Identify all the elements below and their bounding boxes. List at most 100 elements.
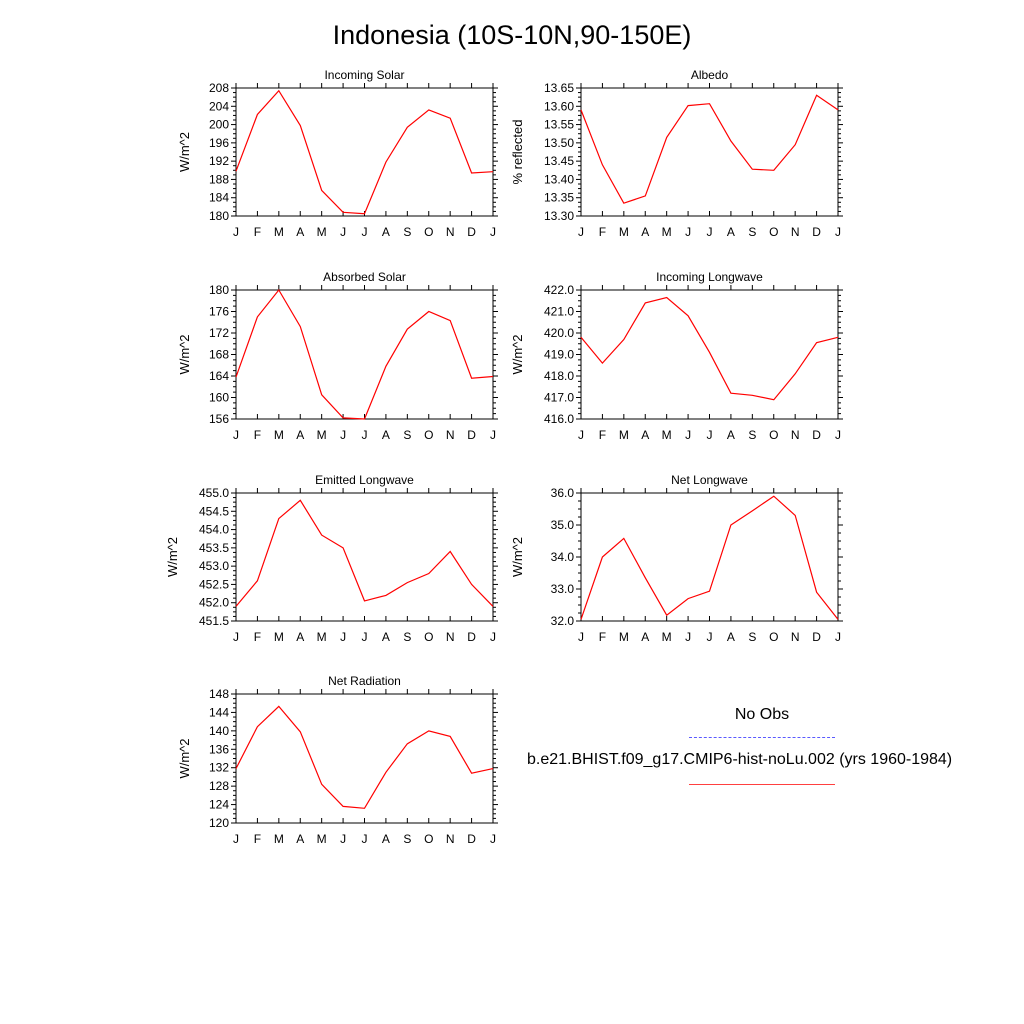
x-tick-label: N — [791, 630, 800, 644]
plot-frame — [235, 289, 494, 420]
x-tick-label: D — [467, 832, 476, 846]
y-tick-label: 180 — [209, 283, 229, 297]
x-tick-label: M — [317, 832, 327, 846]
y-tick-label: 33.0 — [551, 582, 575, 596]
x-tick-label: J — [233, 225, 239, 239]
chart-panel: J F M A M J J A S O N D J451.5452.0452.5453.0453.545… — [165, 473, 498, 644]
x-tick-label: A — [727, 225, 735, 239]
x-tick-label: J — [490, 630, 496, 644]
plot-frame — [235, 87, 494, 217]
chart-title: Albedo — [691, 68, 729, 82]
x-tick-label: N — [791, 225, 800, 239]
x-tick-label: A — [296, 225, 304, 239]
x-tick-label: F — [599, 225, 606, 239]
y-tick-label: 140 — [209, 724, 229, 738]
x-tick-label: J — [707, 225, 713, 239]
y-tick-label: 34.0 — [551, 550, 575, 564]
y-tick-label: 13.45 — [544, 154, 574, 168]
x-tick-label: J — [685, 630, 691, 644]
x-tick-label: J — [578, 225, 584, 239]
y-axis-label: % reflected — [510, 119, 525, 184]
x-tick-label: O — [769, 428, 778, 442]
chart-title: Incoming Solar — [324, 68, 404, 82]
chart-panel: J F M A M J J A S O N D J156160164168172176180Absorb… — [177, 270, 498, 442]
chart-title: Emitted Longwave — [315, 473, 414, 487]
y-axis-label: W/m^2 — [177, 132, 192, 172]
x-tick-label: J — [233, 832, 239, 846]
y-tick-label: 184 — [209, 191, 229, 205]
x-tick-label: A — [641, 428, 649, 442]
x-tick-label: J — [362, 225, 368, 239]
y-tick-label: 32.0 — [551, 614, 575, 628]
chart-panel: J F M A M J J A S O N D J180184188192196200204208Inc… — [177, 68, 498, 239]
x-tick-label: F — [254, 630, 261, 644]
plot-frame — [580, 289, 839, 420]
y-axis-label: W/m^2 — [177, 738, 192, 778]
y-tick-label: 160 — [209, 391, 229, 405]
x-tick-label: J — [685, 225, 691, 239]
x-tick-label: D — [467, 225, 476, 239]
x-tick-label: N — [446, 832, 455, 846]
x-tick-label: N — [446, 630, 455, 644]
chart-title: Incoming Longwave — [656, 270, 763, 284]
x-tick-label: A — [727, 630, 735, 644]
y-tick-label: 452.5 — [199, 577, 229, 591]
chart-title: Absorbed Solar — [323, 270, 406, 284]
y-tick-label: 13.65 — [544, 81, 574, 95]
x-tick-label: A — [296, 832, 304, 846]
y-tick-label: 36.0 — [551, 486, 575, 500]
y-tick-label: 136 — [209, 742, 229, 756]
x-tick-label: A — [382, 832, 390, 846]
x-tick-label: J — [685, 428, 691, 442]
x-tick-label: O — [424, 428, 433, 442]
y-tick-label: 418.0 — [544, 369, 574, 383]
plot-frame — [580, 492, 839, 622]
x-tick-label: A — [641, 630, 649, 644]
page-title: Indonesia (10S-10N,90-150E) — [332, 20, 692, 50]
x-tick-label: J — [233, 630, 239, 644]
plot-frame — [235, 693, 494, 824]
y-tick-label: 416.0 — [544, 412, 574, 426]
y-tick-label: 120 — [209, 816, 229, 830]
x-tick-label: O — [424, 832, 433, 846]
x-tick-label: J — [490, 428, 496, 442]
x-tick-label: M — [662, 428, 672, 442]
series-line — [235, 705, 494, 809]
x-tick-label: J — [233, 428, 239, 442]
x-tick-label: D — [812, 630, 821, 644]
x-tick-label: A — [382, 428, 390, 442]
y-tick-label: 200 — [209, 118, 229, 132]
x-tick-label: S — [403, 225, 411, 239]
x-tick-label: N — [446, 428, 455, 442]
x-tick-label: D — [467, 428, 476, 442]
x-tick-label: M — [274, 428, 284, 442]
chart-title: Net Radiation — [328, 674, 401, 688]
legend-obs-line — [689, 737, 835, 738]
x-tick-label: M — [619, 630, 629, 644]
x-tick-label: J — [578, 630, 584, 644]
y-tick-label: 35.0 — [551, 518, 575, 532]
y-tick-label: 454.5 — [199, 504, 229, 518]
y-tick-label: 420.0 — [544, 326, 574, 340]
series-line — [580, 495, 839, 620]
y-tick-label: 156 — [209, 412, 229, 426]
x-tick-label: J — [707, 428, 713, 442]
x-tick-label: D — [812, 225, 821, 239]
y-axis-label: W/m^2 — [510, 537, 525, 577]
chart-panel: J F M A M J J A S O N D J416.0417.0418.0419.0420.042… — [510, 270, 843, 442]
y-tick-label: 192 — [209, 154, 229, 168]
y-tick-label: 13.40 — [544, 172, 574, 186]
y-axis-label: W/m^2 — [177, 334, 192, 374]
x-tick-label: M — [274, 630, 284, 644]
x-tick-label: J — [362, 630, 368, 644]
x-tick-label: M — [317, 630, 327, 644]
y-tick-label: 208 — [209, 81, 229, 95]
y-tick-label: 13.50 — [544, 136, 574, 150]
x-tick-label: J — [340, 225, 346, 239]
x-tick-label: J — [835, 630, 841, 644]
x-tick-label: J — [835, 225, 841, 239]
y-axis-label: W/m^2 — [165, 537, 180, 577]
y-tick-label: 128 — [209, 779, 229, 793]
series-line — [580, 94, 839, 204]
